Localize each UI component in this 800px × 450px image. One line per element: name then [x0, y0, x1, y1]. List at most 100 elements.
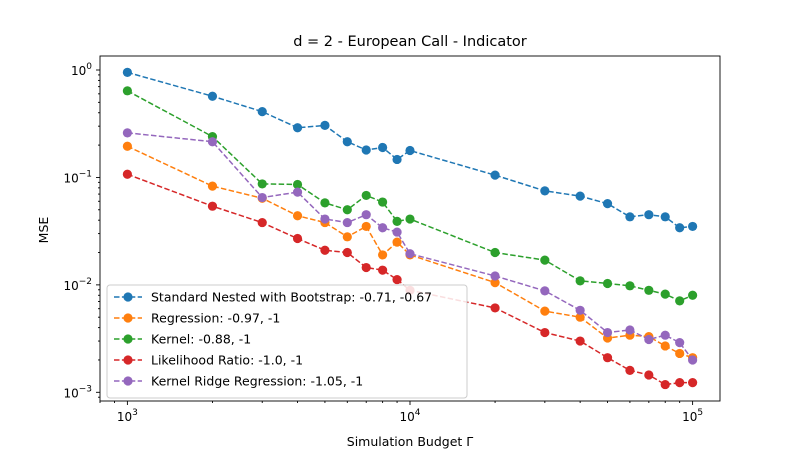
- y-tick-label: 10−3: [63, 384, 92, 400]
- data-point: [490, 278, 500, 288]
- data-point: [392, 227, 402, 237]
- data-point: [490, 303, 500, 313]
- data-point: [257, 107, 267, 117]
- data-point: [575, 276, 585, 286]
- data-point: [575, 312, 585, 322]
- data-point: [320, 198, 330, 208]
- data-point: [490, 170, 500, 180]
- data-point: [644, 370, 654, 380]
- data-point: [675, 378, 685, 388]
- data-point: [257, 192, 267, 203]
- legend-label: Kernel Ridge Regression: -1.05, -1: [151, 374, 363, 389]
- data-point: [602, 278, 613, 289]
- data-point: [292, 179, 303, 190]
- data-point: [361, 221, 371, 232]
- data-point: [122, 128, 132, 138]
- data-point: [675, 338, 685, 348]
- data-point: [207, 201, 218, 211]
- data-point: [405, 249, 415, 259]
- legend-label: Standard Nested with Bootstrap: -0.71, -…: [151, 290, 432, 305]
- legend-marker: [123, 355, 133, 365]
- data-point: [378, 265, 388, 275]
- data-point: [688, 290, 698, 300]
- data-point: [602, 353, 613, 363]
- data-point: [342, 247, 352, 258]
- data-point: [292, 187, 303, 197]
- y-axis-label: MSE: [36, 217, 51, 244]
- data-point: [490, 247, 500, 258]
- axes: 103 104 105 10−3 10−2 10−1 100: [63, 55, 721, 424]
- legend-marker: [123, 376, 133, 386]
- data-point: [644, 285, 654, 295]
- legend-label: Likelihood Ratio: -1.0, -1: [151, 353, 303, 368]
- legend-marker: [123, 334, 133, 344]
- legend-marker: [123, 292, 133, 302]
- data-point: [122, 67, 132, 77]
- data-point: [320, 214, 330, 224]
- data-point: [320, 245, 330, 255]
- data-point: [392, 237, 402, 247]
- data-point: [575, 191, 585, 201]
- data-point: [625, 281, 635, 291]
- legend-box: [106, 284, 468, 399]
- data-point: [540, 306, 550, 316]
- data-point: [361, 145, 371, 155]
- data-point: [625, 365, 635, 375]
- data-point: [292, 211, 303, 221]
- data-point: [207, 181, 218, 191]
- y-tick-label: 10−2: [63, 277, 92, 293]
- data-point: [342, 217, 352, 228]
- x-tick-label: 103: [117, 408, 138, 424]
- plot-area: [122, 67, 698, 390]
- data-point: [540, 186, 550, 196]
- data-point: [644, 334, 654, 345]
- data-point: [378, 142, 388, 153]
- legend: Standard Nested with Bootstrap: -0.71, -…: [106, 284, 468, 399]
- data-point: [320, 120, 330, 131]
- data-point: [378, 223, 388, 233]
- data-point: [342, 232, 352, 242]
- data-point: [602, 327, 613, 338]
- data-point: [675, 223, 685, 233]
- data-point: [625, 212, 635, 222]
- data-point: [660, 330, 670, 340]
- data-point: [688, 221, 698, 232]
- legend-label: Regression: -0.97, -1: [151, 311, 280, 326]
- data-point: [675, 348, 685, 359]
- data-point: [342, 205, 352, 215]
- x-tick-label: 104: [399, 408, 420, 424]
- data-point: [540, 327, 550, 338]
- legend-marker: [123, 313, 133, 323]
- data-point: [688, 378, 698, 388]
- data-point: [644, 210, 654, 220]
- data-point: [257, 217, 267, 228]
- chart-title: d = 2 - European Call - Indicator: [293, 34, 527, 50]
- data-point: [361, 262, 371, 273]
- data-point: [405, 145, 415, 156]
- data-point: [392, 216, 402, 226]
- data-point: [392, 154, 402, 165]
- data-point: [292, 123, 303, 133]
- data-point: [361, 210, 371, 220]
- data-point: [207, 137, 218, 147]
- data-point: [405, 214, 415, 224]
- y-tick-label: 100: [71, 62, 92, 78]
- data-point: [122, 86, 132, 96]
- data-point: [575, 336, 585, 346]
- data-point: [540, 286, 550, 296]
- data-point: [625, 325, 635, 335]
- data-point: [660, 379, 670, 390]
- data-point: [575, 305, 585, 315]
- data-point: [490, 271, 500, 281]
- data-point: [292, 233, 303, 244]
- data-point: [688, 355, 698, 365]
- y-tick-label: 10−1: [63, 169, 92, 185]
- data-point: [675, 296, 685, 306]
- data-point: [207, 91, 218, 101]
- data-point: [660, 212, 670, 222]
- data-point: [122, 141, 132, 151]
- series-line-2: [127, 90, 693, 302]
- data-point: [392, 274, 402, 285]
- data-point: [540, 255, 550, 265]
